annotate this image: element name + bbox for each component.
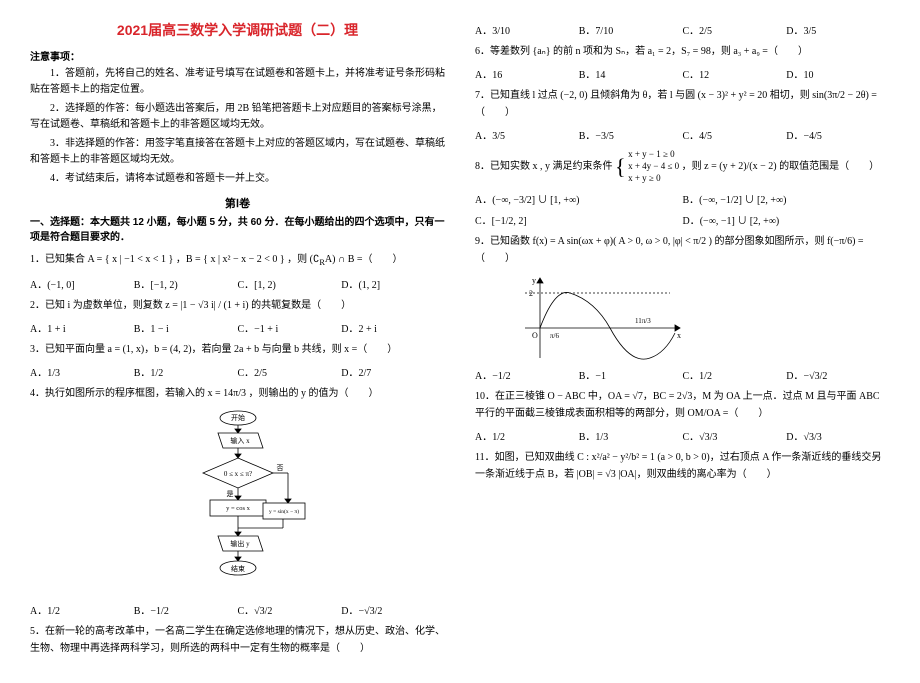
flow-start: 开始 [231,413,245,422]
q10-choice-d: D．√3/3 [786,428,890,443]
q8-sys2: x + 4y − 4 ≤ 0 [628,161,679,171]
flow-input: 输入 x [230,436,250,445]
q8-choices-row1: A．(−∞, −3/2] ∪ [1, +∞) B．(−∞, −1/2] ∪ [2… [475,191,890,206]
question-6: 6．等差数列 {aₙ} 的前 n 项和为 Sₙ，若 a₁ = 2，S₇ = 98… [475,43,890,60]
q8-stem-post: ，则 z = (y + 2)/(x − 2) 的取值范围是（ ） [682,161,879,172]
q8-choice-d: D．(−∞, −1] ∪ [2, +∞) [683,212,891,227]
question-3: 3．已知平面向量 a = (1, x)，b = (4, 2)，若向量 2a + … [30,341,445,358]
flow-yes: 是 [226,490,233,498]
q3-choice-b: B．1/2 [134,364,238,379]
flow-output: 输出 y [230,539,250,548]
q10-choice-b: B．1/3 [579,428,683,443]
question-4: 4．执行如图所示的程序框图，若输入的 x = 14π/3 ，则输出的 y 的值为… [30,385,445,402]
q4-choice-d: D．−√3/2 [341,602,445,617]
question-10: 10．在正三棱锥 O − ABC 中，OA = √7，BC = 2√3，M 为 … [475,388,890,422]
notice-1: 1．答题前，先将自己的姓名、准考证号填写在试题卷和答题卡上，并将准考证号条形码粘… [30,66,445,98]
q7-choice-d: D．−4/5 [786,127,890,142]
part1-label: 第Ⅰ卷 [30,195,445,211]
q9-choice-c: C．1/2 [683,367,787,382]
q2-choice-d: D．2 + i [341,320,445,335]
graph-xt2: 11π/3 [635,317,651,325]
q2-choices: A．1 + i B．1 − i C．−1 + i D．2 + i [30,320,445,335]
q1-choice-c: C．[1, 2) [238,276,342,291]
graph-y-axis: y [532,276,536,285]
q3-choice-c: C．2/5 [238,364,342,379]
q1-stem-pre: 1．已知集合 A = { x | −1 < x < 1 } ，B = { x |… [30,254,319,265]
graph-origin: O [532,331,538,340]
q7-choices: A．3/5 B．−3/5 C．4/5 D．−4/5 [475,127,890,142]
q4-choice-c: C．√3/2 [238,602,342,617]
q1-choice-a: A．(−1, 0] [30,276,134,291]
q3-choice-d: D．2/7 [341,364,445,379]
q5-choice-b: B．7/10 [579,22,683,37]
q8-choice-b: B．(−∞, −1/2] ∪ [2, +∞) [683,191,891,206]
q7-choice-b: B．−3/5 [579,127,683,142]
question-1: 1．已知集合 A = { x | −1 < x < 1 } ，B = { x |… [30,251,445,270]
flow-op1: y = cos x [226,505,250,512]
q8-stem-pre: 8．已知实数 x , y 满足约束条件 [475,161,615,172]
q10-choice-a: A．1/2 [475,428,579,443]
q4-choice-a: A．1/2 [30,602,134,617]
q2-choice-c: C．−1 + i [238,320,342,335]
q5-choice-d: D．3/5 [786,22,890,37]
q5-choices: A．3/10 B．7/10 C．2/5 D．3/5 [475,22,890,37]
q3-choice-a: A．1/3 [30,364,134,379]
q10-choices: A．1/2 B．1/3 C．√3/3 D．√3/3 [475,428,890,443]
q1-stem-post: A) ∩ B =（ ） [325,254,403,265]
q8-choice-a: A．(−∞, −3/2] ∪ [1, +∞) [475,191,683,206]
q6-choice-a: A．16 [475,66,579,81]
q6-choice-c: C．12 [683,66,787,81]
q8-choice-c: C．[−1/2, 2] [475,212,683,227]
q2-choice-b: B．1 − i [134,320,238,335]
q4-choices: A．1/2 B．−1/2 C．√3/2 D．−√3/2 [30,602,445,617]
notice-4: 4．考试结束后，请将本试题卷和答题卡一并上交。 [30,171,445,187]
graph-x-axis: x [677,331,681,340]
question-9: 9．已知函数 f(x) = A sin(ωx + φ)( A > 0, ω > … [475,233,890,267]
graph-xt1: π/6 [550,332,559,340]
question-2: 2．已知 i 为虚数单位，则复数 z = |1 − √3 i| / (1 + i… [30,297,445,314]
flow-end: 结束 [231,564,245,573]
q6-choices: A．16 B．14 C．12 D．10 [475,66,890,81]
q8-choices-row2: C．[−1/2, 2] D．(−∞, −1] ∪ [2, +∞) [475,212,890,227]
q1-choice-b: B．[−1, 2) [134,276,238,291]
q5-choice-c: C．2/5 [683,22,787,37]
notice-3: 3．非选择题的作答：用签字笔直接答在答题卡上对应的答题区域内，写在试题卷、草稿纸… [30,136,445,168]
flow-op2: y = sin(x − π) [268,508,298,515]
question-11: 11．如图，已知双曲线 C : x²/a² − y²/b² = 1 (a > 0… [475,449,890,483]
question-7: 7．已知直线 l 过点 (−2, 0) 且倾斜角为 θ，若 l 与圆 (x − … [475,87,890,121]
brace-icon: { [615,154,626,179]
question-8: 8．已知实数 x , y 满足约束条件 { x + y − 1 ≥ 0 x + … [475,148,890,185]
q8-sys3: x + y ≥ 0 [628,173,661,183]
q2-choice-a: A．1 + i [30,320,134,335]
q1-choice-d: D．(1, 2] [341,276,445,291]
question-5: 5．在新一轮的高考改革中，一名高二学生在确定选修地理的情况下，想从历史、政治、化… [30,623,445,657]
q1-choices: A．(−1, 0] B．[−1, 2) C．[1, 2) D．(1, 2] [30,276,445,291]
part1-desc: 一、选择题：本大题共 12 小题，每小题 5 分，共 60 分．在每小题给出的四… [30,215,445,245]
q6-choice-b: B．14 [579,66,683,81]
q6-choice-d: D．10 [786,66,890,81]
q10-choice-c: C．√3/3 [683,428,787,443]
q7-choice-a: A．3/5 [475,127,579,142]
q4-choice-b: B．−1/2 [134,602,238,617]
q7-choice-c: C．4/5 [683,127,787,142]
q3-choices: A．1/3 B．1/2 C．2/5 D．2/7 [30,364,445,379]
notice-header: 注意事项： [30,48,445,63]
flowchart-diagram: 开始 输入 x 0 ≤ x ≤ π? 是 否 y = cos x y = sin… [168,408,308,598]
q9-choices: A．−1/2 B．−1 C．1/2 D．−√3/2 [475,367,890,382]
q9-choice-a: A．−1/2 [475,367,579,382]
q5-choice-a: A．3/10 [475,22,579,37]
flow-cond: 0 ≤ x ≤ π? [223,470,251,478]
flow-no: 否 [276,464,283,472]
q9-choice-b: B．−1 [579,367,683,382]
sine-graph: O 2 π/6 11π/3 x y [515,273,685,363]
page-title: 2021届高三数学入学调研试题（二）理 [30,20,445,40]
notice-block: 1．答题前，先将自己的姓名、准考证号填写在试题卷和答题卡上，并将准考证号条形码粘… [30,66,445,187]
notice-2: 2．选择题的作答：每小题选出答案后，用 2B 铅笔把答题卡上对应题目的答案标号涂… [30,101,445,133]
q8-sys1: x + y − 1 ≥ 0 [628,149,675,159]
q9-choice-d: D．−√3/2 [786,367,890,382]
graph-y2: 2 [529,289,533,298]
